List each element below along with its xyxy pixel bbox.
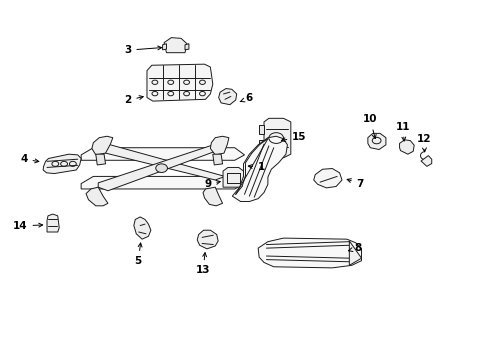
Text: 12: 12 xyxy=(416,134,430,152)
Text: 14: 14 xyxy=(13,221,42,231)
Polygon shape xyxy=(163,38,186,53)
Text: 9: 9 xyxy=(204,179,220,189)
Polygon shape xyxy=(223,167,243,187)
Polygon shape xyxy=(210,136,228,155)
Polygon shape xyxy=(147,64,212,101)
Polygon shape xyxy=(264,118,290,158)
Text: 8: 8 xyxy=(348,243,361,253)
Text: 2: 2 xyxy=(124,95,143,105)
Polygon shape xyxy=(399,140,413,154)
Polygon shape xyxy=(43,154,81,174)
Text: 7: 7 xyxy=(346,179,363,189)
Text: 13: 13 xyxy=(195,253,210,275)
Polygon shape xyxy=(96,154,105,165)
Polygon shape xyxy=(98,144,224,191)
Polygon shape xyxy=(162,44,166,50)
Polygon shape xyxy=(92,136,113,155)
Polygon shape xyxy=(81,148,244,160)
Polygon shape xyxy=(367,134,385,149)
Polygon shape xyxy=(86,187,108,206)
Polygon shape xyxy=(134,217,151,239)
Polygon shape xyxy=(212,154,222,165)
Text: 4: 4 xyxy=(20,154,39,164)
Polygon shape xyxy=(258,238,361,268)
Text: 11: 11 xyxy=(395,122,409,141)
Text: 10: 10 xyxy=(362,114,377,139)
Polygon shape xyxy=(47,214,59,232)
Circle shape xyxy=(156,164,167,172)
Polygon shape xyxy=(197,230,218,249)
Polygon shape xyxy=(420,156,431,166)
Text: 1: 1 xyxy=(248,162,265,172)
Polygon shape xyxy=(81,176,244,189)
Polygon shape xyxy=(259,140,264,150)
Polygon shape xyxy=(184,44,188,50)
Polygon shape xyxy=(203,187,222,206)
Text: 6: 6 xyxy=(240,93,252,103)
Text: 15: 15 xyxy=(281,132,306,142)
Text: 5: 5 xyxy=(134,243,142,266)
Text: 3: 3 xyxy=(124,45,162,55)
Polygon shape xyxy=(218,89,236,105)
Polygon shape xyxy=(232,136,287,202)
Polygon shape xyxy=(259,126,264,134)
Polygon shape xyxy=(348,241,361,265)
Polygon shape xyxy=(98,144,224,180)
Polygon shape xyxy=(313,168,341,188)
